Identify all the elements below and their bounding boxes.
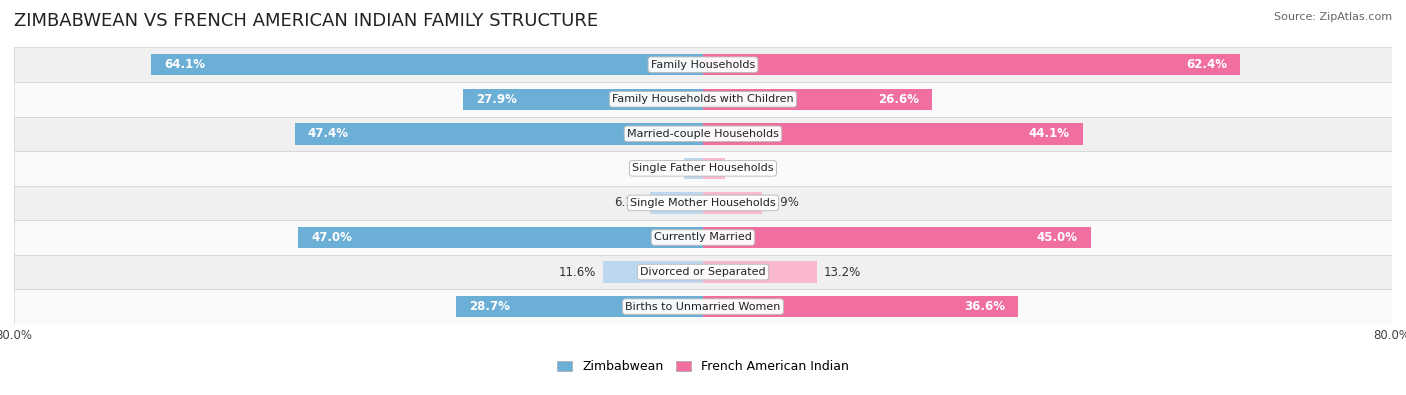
Text: 36.6%: 36.6% [965, 300, 1005, 313]
Text: Single Mother Households: Single Mother Households [630, 198, 776, 208]
Bar [603, 261, 703, 283]
Bar [14, 255, 1392, 289]
Bar [703, 261, 817, 283]
Bar [703, 123, 1083, 145]
Bar [295, 123, 703, 145]
Text: Family Households with Children: Family Households with Children [612, 94, 794, 104]
Bar [703, 296, 1018, 317]
Bar [14, 82, 1392, 117]
Text: 64.1%: 64.1% [165, 58, 205, 71]
Bar [703, 227, 1091, 248]
Bar [298, 227, 703, 248]
Text: 47.4%: 47.4% [308, 127, 349, 140]
Text: 2.2%: 2.2% [647, 162, 678, 175]
Bar [14, 47, 1392, 82]
Bar [14, 186, 1392, 220]
Text: 13.2%: 13.2% [824, 265, 860, 278]
Text: 62.4%: 62.4% [1187, 58, 1227, 71]
Text: Source: ZipAtlas.com: Source: ZipAtlas.com [1274, 12, 1392, 22]
Text: 45.0%: 45.0% [1036, 231, 1077, 244]
Bar [150, 54, 703, 75]
Text: 6.9%: 6.9% [769, 196, 799, 209]
Text: 2.6%: 2.6% [733, 162, 762, 175]
Text: Family Households: Family Households [651, 60, 755, 70]
Text: Births to Unmarried Women: Births to Unmarried Women [626, 302, 780, 312]
Text: Divorced or Separated: Divorced or Separated [640, 267, 766, 277]
Legend: Zimbabwean, French American Indian: Zimbabwean, French American Indian [553, 356, 853, 378]
Bar [685, 158, 703, 179]
Bar [14, 151, 1392, 186]
Text: Currently Married: Currently Married [654, 233, 752, 243]
Bar [14, 220, 1392, 255]
Text: ZIMBABWEAN VS FRENCH AMERICAN INDIAN FAMILY STRUCTURE: ZIMBABWEAN VS FRENCH AMERICAN INDIAN FAM… [14, 12, 598, 30]
Bar [703, 158, 725, 179]
Text: Single Father Households: Single Father Households [633, 164, 773, 173]
Text: Married-couple Households: Married-couple Households [627, 129, 779, 139]
Bar [703, 54, 1240, 75]
Text: 27.9%: 27.9% [475, 93, 516, 106]
Text: 11.6%: 11.6% [558, 265, 596, 278]
Text: 6.1%: 6.1% [613, 196, 644, 209]
Bar [463, 88, 703, 110]
Text: 47.0%: 47.0% [311, 231, 352, 244]
Text: 26.6%: 26.6% [879, 93, 920, 106]
Bar [14, 117, 1392, 151]
Bar [703, 88, 932, 110]
Bar [703, 192, 762, 214]
Bar [14, 289, 1392, 324]
Bar [651, 192, 703, 214]
Bar [456, 296, 703, 317]
Text: 28.7%: 28.7% [468, 300, 509, 313]
Text: 44.1%: 44.1% [1029, 127, 1070, 140]
